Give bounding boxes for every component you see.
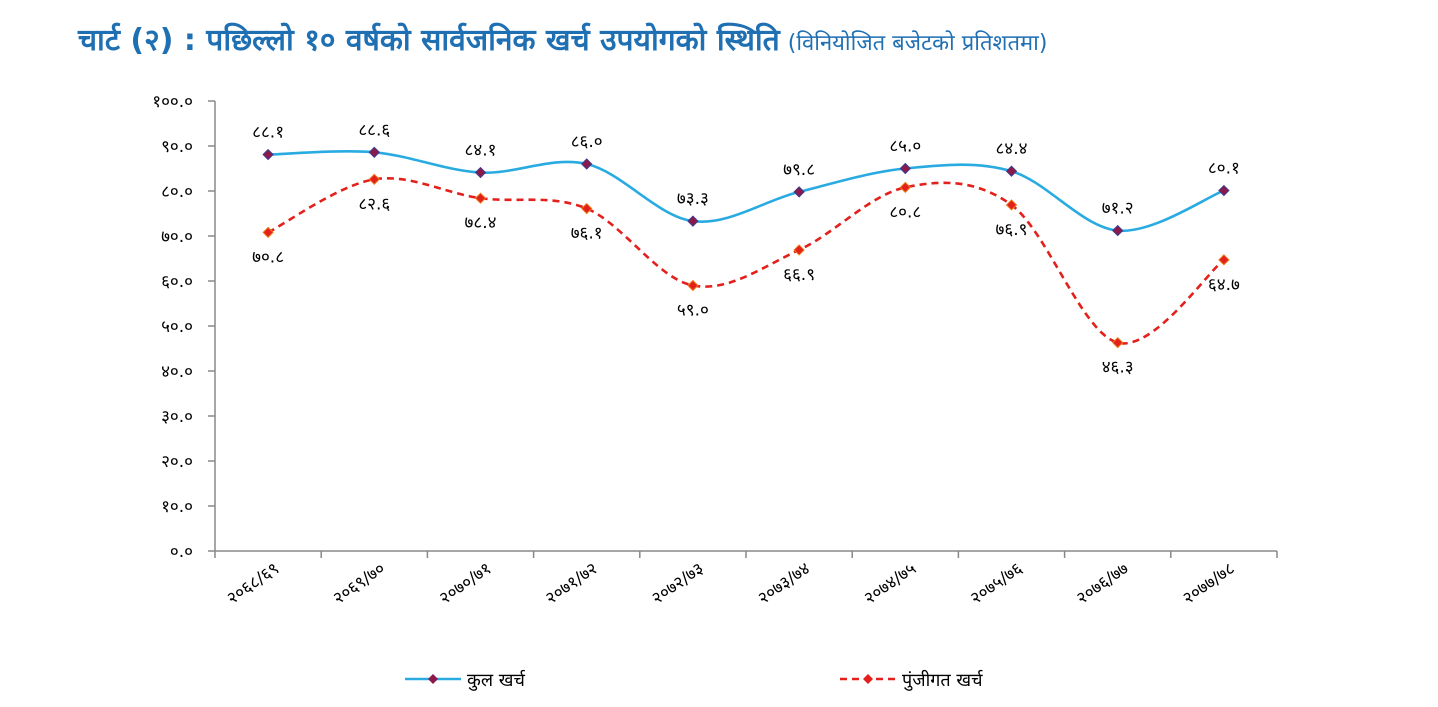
x-tick-label: २०७५/७६ [967,559,1027,609]
data-point-total-expenditure [580,158,593,170]
series-line-capital-expenditure [267,177,1225,345]
data-point-total-expenditure [899,162,912,175]
data-label-capital-expenditure: ७६.१ [571,224,603,244]
data-point-total-expenditure [262,148,274,161]
chart-title-subtitle: (विनियोजित बजेटको प्रतिशतमा) [787,31,1048,56]
data-point-capital-expenditure [368,173,381,186]
y-tick-label: ०.० [170,542,193,562]
chart-title-main: चार्ट (२) : पछिल्लो १० वर्षको सार्वजनिक … [78,23,780,58]
x-tick-label: २०७३/७४ [754,559,814,609]
legend-label-capital-expenditure: पुंजीगत खर्च [902,669,984,691]
data-point-total-expenditure [1218,184,1230,197]
data-point-total-expenditure [687,215,699,227]
data-point-capital-expenditure [474,192,487,204]
data-label-total-expenditure: ८५.० [889,137,921,157]
data-label-total-expenditure: ८०.१ [1208,159,1240,179]
data-point-capital-expenditure [793,244,805,256]
data-label-capital-expenditure: ७६.९ [996,220,1028,240]
chart-title: चार्ट (२) : पछिल्लो १० वर्षको सार्वजनिक … [78,18,1047,59]
chart-series-lines [267,150,1225,345]
data-point-capital-expenditure [580,202,593,215]
data-label-total-expenditure: ८४.४ [996,139,1028,159]
x-tick-label: २०६८/६९ [223,559,283,609]
legend-marker-total-expenditure [428,674,438,684]
data-label-capital-expenditure: ६४.७ [1208,275,1240,295]
chart-legend: कुल खर्च पुंजीगत खर्च [405,669,984,691]
y-tick-label: ९०.० [161,137,193,157]
chart-markers [262,146,1230,349]
y-tick-label: ६०.० [161,272,193,292]
data-point-capital-expenditure [687,279,699,292]
data-point-capital-expenditure [1111,336,1124,349]
y-tick-label: ७०.० [161,227,193,247]
y-tick-label: २०.० [161,452,193,472]
data-label-capital-expenditure: ८०.८ [889,202,921,222]
data-label-total-expenditure: ८८.६ [358,120,390,140]
y-tick-label: ५०.० [161,317,193,337]
legend-marker-capital-expenditure [863,674,873,684]
y-tick-label: ४०.० [161,362,193,382]
data-label-total-expenditure: ८८.१ [252,123,284,143]
chart-data-labels: ८८.१ ८८.६ ८४.१ ८६.० ७३.३ ७९.८ ८५.० ८४.४ ७१.२ ८०.१… [252,120,1240,377]
data-point-capital-expenditure [262,226,274,239]
legend-label-total-expenditure: कुल खर्च [467,669,526,691]
x-tick-label: २०७२/७३ [648,559,708,609]
data-point-capital-expenditure [1005,199,1018,211]
x-tick-label: २०७७/७८ [1179,559,1239,609]
y-tick-label: ८०.० [161,182,193,202]
data-point-capital-expenditure [899,181,912,194]
data-point-total-expenditure [368,146,381,159]
data-point-total-expenditure [474,166,487,179]
y-tick-label: १००.० [152,92,193,112]
x-tick-label: २०७६/७७ [1073,559,1133,609]
x-tick-label: २०७४/७५ [861,559,921,609]
data-point-total-expenditure [1111,224,1124,237]
y-tick-label: १०.० [161,497,193,517]
data-label-capital-expenditure: ४६.३ [1102,358,1134,378]
x-tick-label: २०६९/७० [330,559,390,609]
series-line-total-expenditure [268,150,1225,232]
data-label-capital-expenditure: ७०.८ [252,247,284,267]
data-point-total-expenditure [793,186,805,198]
chart-axes: ०.० १०.० २०.० ३०.० ४०.० ५०.० ६०.० ७०.० ८०.० ९०.० १… [152,92,1278,609]
data-label-capital-expenditure: ५९.० [677,301,709,321]
data-label-capital-expenditure: ६६.९ [783,265,815,285]
y-tick-label: ३०.० [161,407,193,427]
data-label-capital-expenditure: ८२.६ [358,194,390,214]
data-label-total-expenditure: ७९.८ [783,160,815,180]
data-point-total-expenditure [1005,165,1018,177]
data-label-total-expenditure: ८४.१ [465,141,497,161]
data-label-total-expenditure: ७३.३ [677,189,709,209]
x-tick-label: २०७०/७१ [436,559,496,609]
data-point-capital-expenditure [1218,254,1230,266]
x-tick-label: २०७१/७२ [542,559,602,609]
data-label-capital-expenditure: ७८.४ [465,213,497,233]
data-label-total-expenditure: ७१.२ [1102,199,1134,219]
data-label-total-expenditure: ८६.० [571,132,603,152]
